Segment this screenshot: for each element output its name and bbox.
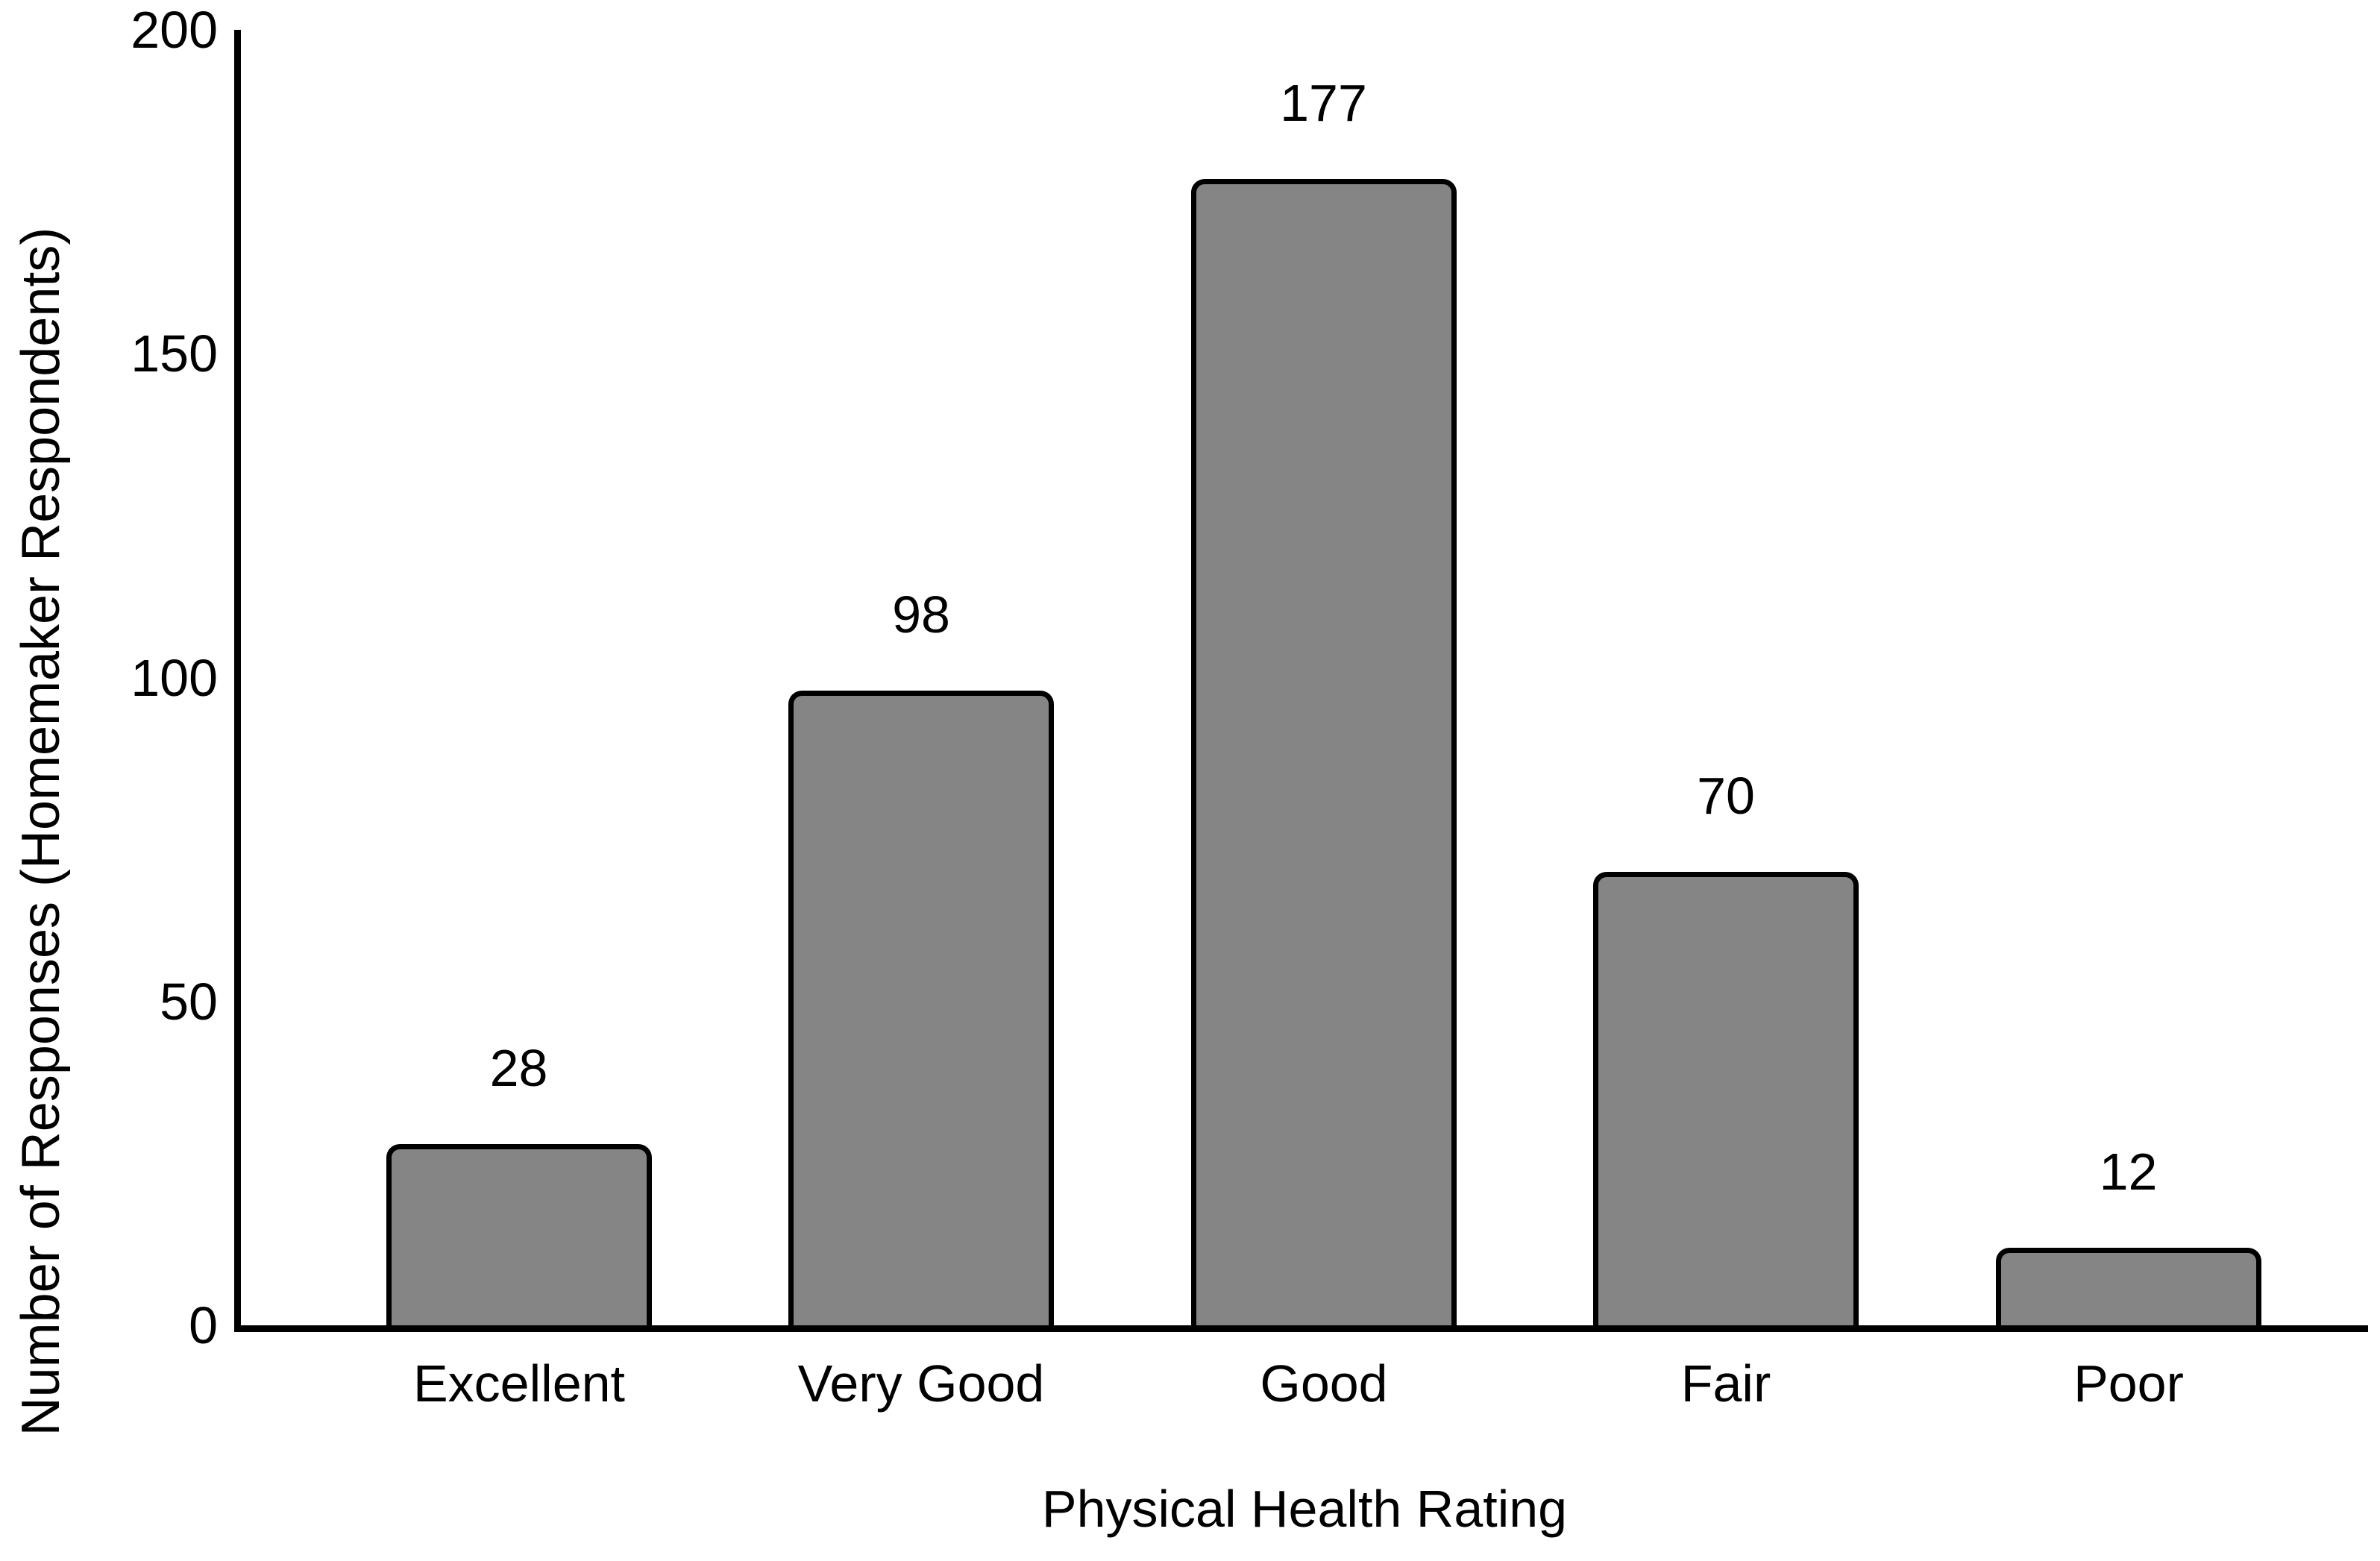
bar-poor xyxy=(1996,1248,2261,1325)
bar-value-label-good: 177 xyxy=(1280,74,1367,132)
bar-value-label-poor: 12 xyxy=(2099,1143,2158,1201)
x-category-label-very-good: Very Good xyxy=(797,1354,1045,1413)
y-tick-label-150: 150 xyxy=(131,324,218,383)
bar-very-good xyxy=(788,691,1054,1325)
bar-value-label-excellent: 28 xyxy=(489,1039,548,1097)
bar-value-label-fair: 70 xyxy=(1697,767,1755,825)
y-axis-title: Number of Responses (Homemaker Responden… xyxy=(11,227,71,1436)
y-tick-label-200: 200 xyxy=(131,1,218,59)
plot-area: 28 98 177 70 12 xyxy=(234,30,2368,1332)
x-category-label-fair: Fair xyxy=(1680,1354,1771,1413)
x-category-label-good: Good xyxy=(1260,1354,1388,1413)
y-tick-label-100: 100 xyxy=(131,649,218,707)
bar-fair xyxy=(1593,872,1859,1325)
x-axis-title: Physical Health Rating xyxy=(1041,1480,1568,1538)
x-category-label-poor: Poor xyxy=(2073,1354,2184,1413)
x-category-label-excellent: Excellent xyxy=(412,1354,626,1413)
bar-good xyxy=(1191,179,1457,1325)
y-tick-label-0: 0 xyxy=(189,1296,218,1354)
bar-value-label-very-good: 98 xyxy=(892,585,950,644)
y-tick-label-50: 50 xyxy=(160,973,218,1031)
bar-excellent xyxy=(386,1144,652,1325)
